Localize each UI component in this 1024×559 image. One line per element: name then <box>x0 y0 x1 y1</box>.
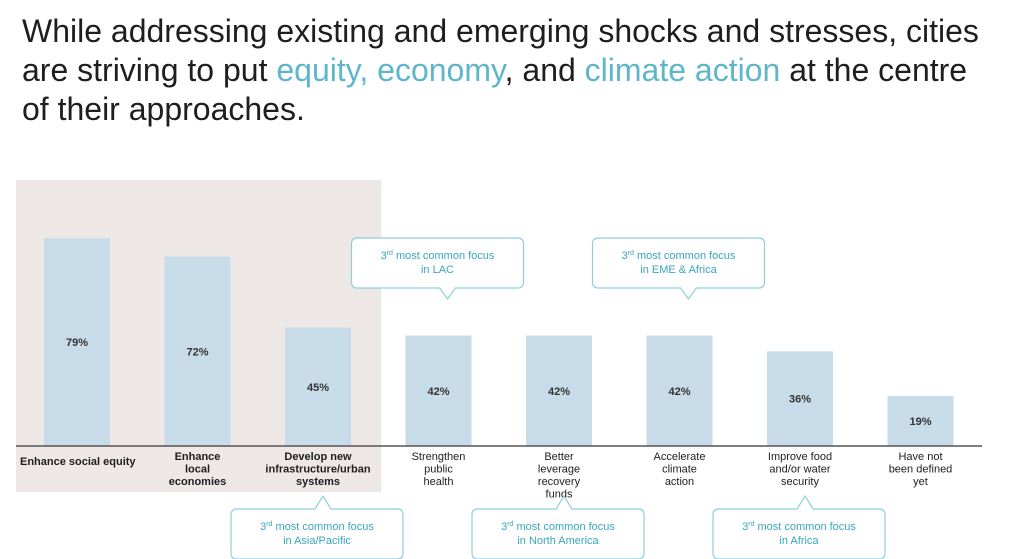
bar-value-label-1: 72% <box>186 346 208 358</box>
bar-value-label-3: 42% <box>427 386 449 398</box>
bar-value-label-0: 79% <box>66 337 88 349</box>
callout-line1-2: 3rd most common focus <box>260 521 374 533</box>
headline-accent-climate-action: climate action <box>584 52 781 88</box>
bar-value-label-7: 19% <box>909 416 931 428</box>
callout-line1-0: 3rd most common focus <box>381 250 495 262</box>
bar-7 <box>887 396 954 446</box>
callout-line1-3: 3rd most common focus <box>501 521 615 533</box>
category-label-5: Accelerate climate action <box>654 451 706 488</box>
bar-5 <box>646 335 713 446</box>
bar-4 <box>526 335 592 446</box>
category-label-4: Better leverage recovery funds <box>538 451 581 501</box>
category-label-7: Have not been defined yet <box>889 451 953 488</box>
bar-value-label-6: 36% <box>789 394 811 406</box>
callout-line2-4: in Africa <box>779 535 819 547</box>
headline-part2: , and <box>504 52 585 88</box>
category-label-0: Enhance social equity <box>20 456 136 468</box>
bar-value-label-4: 42% <box>548 386 570 398</box>
category-label-2: Develop new infrastructure/urban systems <box>265 451 370 488</box>
headline-part3: at the centre of their approaches. <box>22 52 968 127</box>
bar-value-label-2: 45% <box>307 382 329 394</box>
headline-part1: While addressing existing and emerging s… <box>22 13 979 88</box>
category-label-1: Enhance local economies <box>169 451 226 488</box>
bar-6 <box>767 351 833 446</box>
category-label-3: Strengthen public health <box>412 451 466 488</box>
callout-box-0 <box>350 237 525 301</box>
bar-3 <box>405 335 472 446</box>
bar-2 <box>285 327 351 446</box>
callout-line1-4: 3rd most common focus <box>742 521 856 533</box>
callout-box-1 <box>591 237 766 301</box>
headline-accent-equity-economy: equity, economy <box>276 52 505 88</box>
callout-line1-1: 3rd most common focus <box>622 250 736 262</box>
bar-value-label-5: 42% <box>668 386 690 398</box>
category-label-6: Improve food and/or water security <box>768 451 832 488</box>
callout-line2-2: in Asia/Pacific <box>283 535 351 547</box>
callout-line2-3: in North America <box>517 535 599 547</box>
bar-1 <box>164 256 231 446</box>
bar-0 <box>44 238 110 446</box>
headline: While addressing existing and emerging s… <box>22 12 1002 129</box>
callout-line2-1: in EME & Africa <box>640 264 717 276</box>
callout-line2-0: in LAC <box>421 264 454 276</box>
